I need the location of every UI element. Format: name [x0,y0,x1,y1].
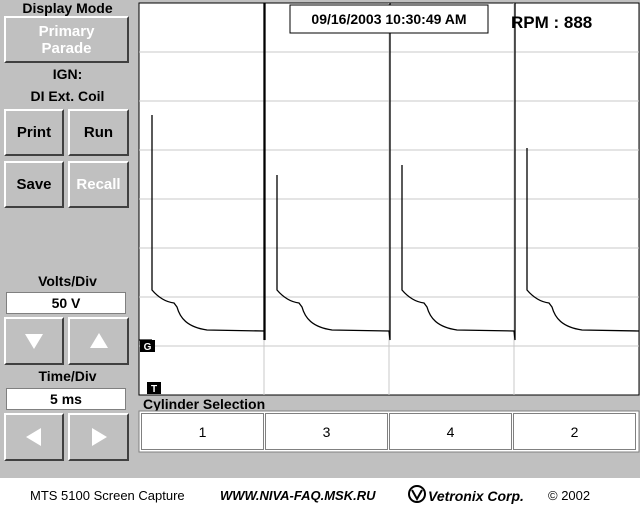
brand: Vetronix Corp. [428,488,524,504]
label: Volts/Div [38,273,97,289]
save-button[interactable]: Save [4,161,64,208]
icon [26,428,41,446]
print-button[interactable]: Print [4,109,64,156]
down-button[interactable] [4,317,64,365]
copyright: © 2002 [548,488,591,503]
footer: MTS 5100 Screen Capture WWW.NIVA-FAQ.MSK… [0,478,640,510]
logo [408,485,426,503]
time-field: 5 ms [6,388,126,410]
timestamp-box [289,4,489,34]
rpm: RPM : 888 [511,13,592,32]
timestamp: 09/16/2003 10:30:49 AM [311,11,466,27]
cylinder-button[interactable]: 3 [265,413,388,450]
grid [139,3,639,395]
label: DI Ext. Coil [30,88,105,104]
label: IGN: [52,66,83,82]
trigger-marker: T [151,384,157,395]
label: Time/Div [38,368,97,384]
volts-field: 50 V [6,292,126,314]
cylinder-button[interactable]: 1 [141,413,264,450]
right-button[interactable] [68,413,129,461]
recall-button[interactable]: Recall [68,161,129,208]
label: Display Mode [22,0,113,16]
run-button[interactable]: Run [68,109,129,156]
mode-button[interactable]: Primary Parade [4,16,129,63]
scope-screen: 09/16/2003 10:30:49 AM RPM : 888 G T Cyl… [138,2,640,453]
ground-marker: G [144,342,152,353]
icon [89,333,108,348]
cylinder-button[interactable]: 4 [389,413,512,450]
icon [91,428,107,446]
ground-marker-bg [140,340,155,352]
trigger-marker-bg [147,382,161,394]
left-button[interactable] [4,413,64,461]
up-button[interactable] [68,317,129,365]
cylinder-button[interactable]: 2 [513,413,636,450]
caption: MTS 5100 Screen Capture [30,488,185,503]
icon [25,334,43,349]
url: WWW.NIVA-FAQ.MSK.RU [220,488,376,503]
cylinder-title: Cylinder Selection [143,396,265,412]
